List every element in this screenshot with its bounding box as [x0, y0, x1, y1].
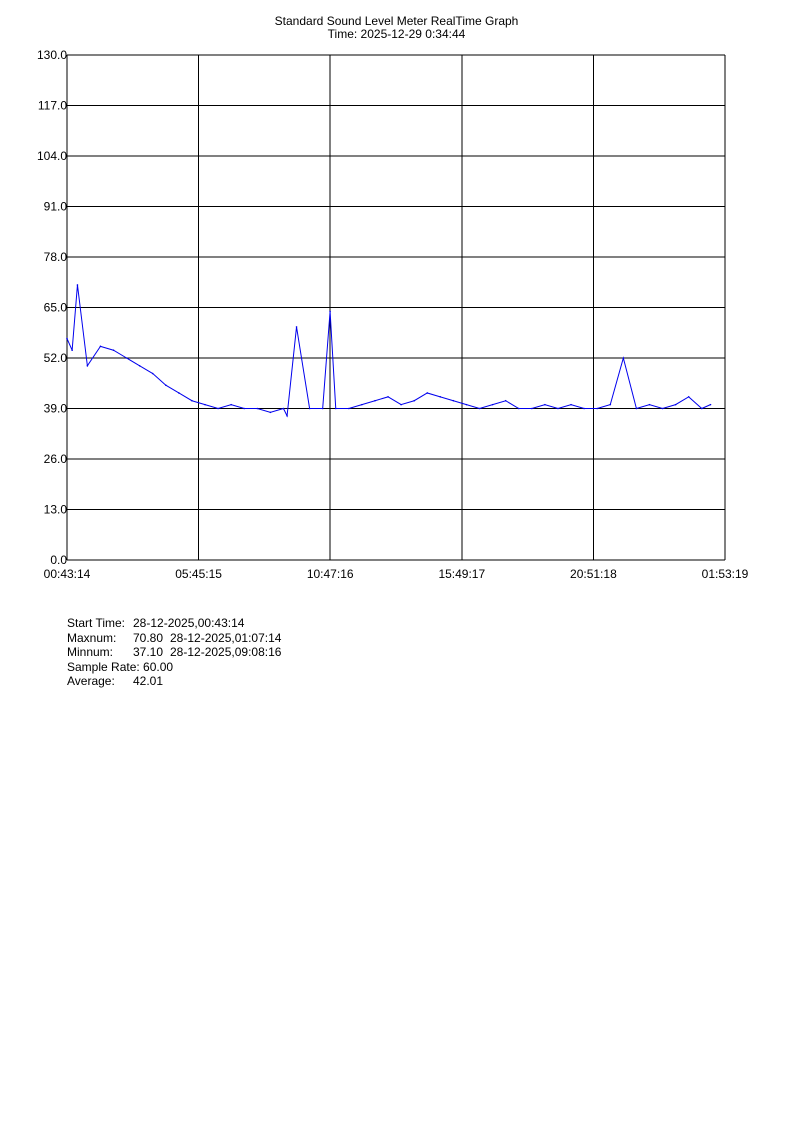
- average-label: Average:: [67, 674, 115, 688]
- data-point: [609, 403, 612, 406]
- data-point: [400, 403, 402, 406]
- data-point: [334, 407, 337, 410]
- data-point: [491, 403, 494, 406]
- min-time: 28-12-2025,09:08:16: [170, 645, 282, 659]
- max-label: Maxnum:: [67, 630, 117, 645]
- data-point: [544, 403, 546, 406]
- data-point: [243, 407, 246, 410]
- statistics-panel: Start Time: 28-12-2025,00:43:14 Maxnum: 70…: [67, 616, 281, 689]
- data-point: [282, 407, 285, 410]
- y-tick-label: 130.0: [37, 48, 67, 62]
- y-tick-label: 117.0: [38, 99, 67, 113]
- data-point: [329, 310, 331, 313]
- average-value: 42.01: [133, 674, 164, 688]
- data-point: [426, 392, 429, 394]
- data-point: [570, 403, 572, 406]
- data-point: [217, 407, 219, 410]
- data-point: [700, 407, 703, 410]
- data-point: [71, 349, 73, 352]
- data-point: [295, 326, 298, 328]
- data-point: [348, 407, 350, 410]
- data-point: [661, 407, 664, 410]
- data-point: [517, 407, 520, 410]
- y-tick-label: 78.0: [44, 250, 68, 264]
- data-point: [269, 411, 272, 414]
- data-point: [465, 403, 468, 406]
- data-point: [230, 403, 232, 406]
- max-value: 70.80: [133, 630, 164, 645]
- data-point: [635, 407, 638, 410]
- data-point: [286, 415, 288, 417]
- x-tick-label: 00:43:14: [44, 567, 91, 581]
- data-point: [165, 384, 167, 386]
- sample-rate-row: Sample Rate: 60.00: [67, 660, 281, 675]
- sample-rate-label: Sample Rate:: [67, 659, 140, 674]
- data-point: [86, 364, 89, 367]
- data-point: [583, 407, 585, 410]
- data-point: [256, 407, 259, 410]
- data-point: [557, 407, 559, 410]
- max-row: Maxnum: 70.80 28-12-2025,01:07:14: [67, 631, 281, 646]
- y-tick-label: 26.0: [44, 452, 68, 466]
- start-time-value: 28-12-2025,00:43:14: [133, 616, 245, 630]
- data-point: [413, 399, 415, 402]
- sound-level-line: [66, 284, 711, 418]
- data-point: [112, 349, 115, 352]
- x-tick-label: 05:45:15: [175, 567, 222, 581]
- y-tick-label: 13.0: [44, 503, 68, 517]
- y-tick-label: 65.0: [44, 301, 68, 315]
- data-point: [125, 357, 128, 359]
- y-tick-label: 39.0: [44, 402, 68, 416]
- min-label: Minnum:: [67, 645, 114, 659]
- data-point: [308, 407, 311, 410]
- data-point: [191, 399, 193, 402]
- x-tick-label: 20:51:18: [570, 567, 617, 581]
- data-point: [622, 357, 625, 359]
- x-tick-label: 01:53:19: [702, 567, 749, 581]
- start-time-label: Start Time:: [67, 616, 126, 630]
- data-point: [374, 399, 376, 402]
- y-tick-label: 0.0: [50, 553, 67, 567]
- max-time: 28-12-2025,01:07:14: [170, 630, 282, 645]
- data-point: [387, 396, 389, 398]
- data-point: [687, 396, 690, 398]
- y-tick-label: 91.0: [44, 200, 68, 214]
- sound-level-chart: 0.0 13.0 26.0 39.0 52.0 65.0 78.0 91.0 104.0 117.…: [37, 48, 749, 581]
- min-value: 37.10: [133, 645, 164, 659]
- data-point: [66, 337, 68, 340]
- data-point: [452, 399, 455, 402]
- data-point: [674, 403, 677, 406]
- sample-rate-value: 60.00: [143, 659, 174, 674]
- data-point: [204, 403, 206, 406]
- x-tick-label: 10:47:16: [307, 567, 354, 581]
- data-point: [138, 364, 141, 367]
- y-tick-label: 52.0: [44, 351, 68, 365]
- data-point: [709, 403, 712, 406]
- start-time-row: Start Time: 28-12-2025,00:43:14: [67, 616, 281, 631]
- average-row: Average: 42.01: [67, 674, 281, 689]
- data-point: [99, 345, 102, 348]
- data-point: [321, 407, 324, 410]
- data-point: [76, 284, 79, 286]
- x-tick-label: 15:49:17: [438, 567, 485, 581]
- min-row: Minnum: 37.10 28-12-2025,09:08:16: [67, 645, 281, 660]
- data-point: [504, 399, 507, 402]
- data-point: [478, 407, 481, 410]
- data-point: [439, 396, 442, 398]
- data-point: [178, 392, 180, 394]
- data-point: [531, 407, 533, 410]
- data-point: [151, 372, 154, 375]
- data-point: [596, 407, 598, 410]
- data-point: [361, 403, 363, 406]
- data-point: [648, 403, 651, 406]
- chart-subtitle: Time: 2025-12-29 0:34:44: [327, 27, 466, 41]
- chart-title: Standard Sound Level Meter RealTime Grap…: [274, 14, 519, 28]
- y-tick-label: 104.0: [37, 149, 67, 163]
